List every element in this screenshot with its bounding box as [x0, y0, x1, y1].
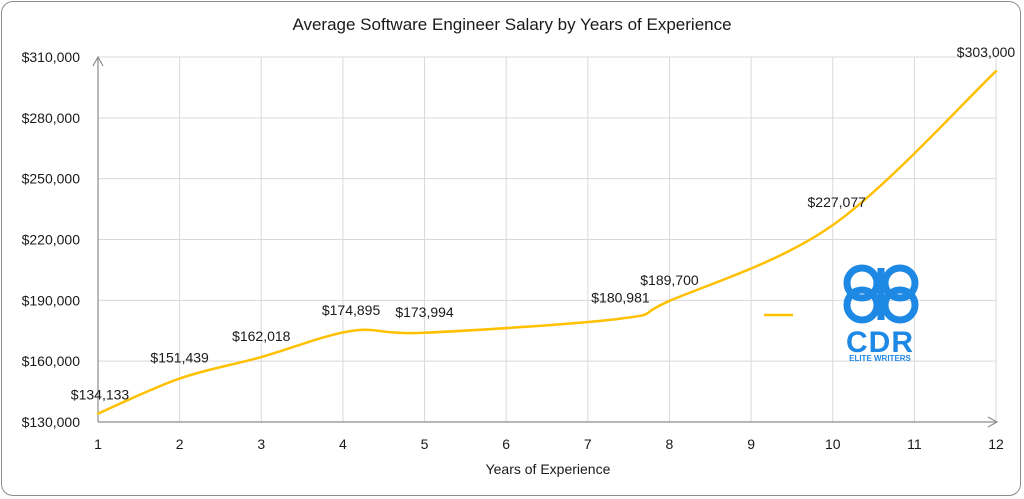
x-tick-label: 11: [907, 436, 922, 452]
x-tick-labels: 1 2 3 4 5 6 7 8 9 10 11 12: [94, 436, 1004, 452]
x-tick-label: 9: [747, 436, 755, 452]
y-tick-label: $310,000: [22, 49, 81, 65]
x-axis-title: Years of Experience: [486, 461, 611, 477]
y-tick-label: $220,000: [22, 232, 81, 248]
cdr-knot-icon: [843, 264, 919, 324]
x-tick-label: 4: [339, 436, 347, 452]
data-label: $174,895: [322, 302, 381, 318]
y-tick-label: $280,000: [22, 110, 81, 126]
x-axis-arrow: [987, 416, 999, 428]
x-tick-label: 5: [421, 436, 429, 452]
data-label: $189,700: [640, 272, 699, 288]
y-tick-label: $160,000: [22, 353, 81, 369]
chart-title: Average Software Engineer Salary by Year…: [292, 15, 731, 34]
y-tick-label: $190,000: [22, 292, 81, 308]
logo-subtext: ELITE WRITERS: [849, 354, 911, 363]
cdr-elite-writers-logo: CDR ELITE WRITERS: [764, 264, 919, 363]
x-tick-label: 2: [176, 436, 184, 452]
grid-lines: [98, 56, 997, 422]
data-label: $227,077: [808, 194, 867, 210]
logo-wordmark: CDR: [846, 326, 914, 359]
x-tick-label: 3: [257, 436, 265, 452]
y-axis-arrow: [92, 55, 104, 67]
x-tick-label: 7: [584, 436, 592, 452]
salary-series-line: [96, 69, 998, 415]
x-tick-label: 8: [666, 436, 674, 452]
data-label: $173,994: [395, 304, 454, 320]
data-label: $162,018: [232, 328, 291, 344]
x-tick-label: 10: [825, 436, 841, 452]
y-tick-label: $250,000: [22, 171, 81, 187]
y-tick-label: $130,000: [22, 414, 81, 430]
axes: [92, 55, 999, 428]
x-tick-label: 6: [502, 436, 510, 452]
y-tick-labels: $130,000 $160,000 $190,000 $220,000 $250,000…: [22, 49, 81, 430]
data-label: $134,133: [71, 387, 130, 403]
data-label: $180,981: [591, 290, 650, 306]
data-label: $151,439: [150, 350, 209, 366]
data-label: $303,000: [957, 44, 1016, 60]
x-tick-label: 12: [988, 436, 1004, 452]
x-tick-label: 1: [94, 436, 102, 452]
data-labels: $134,133 $151,439 $162,018 $174,895 $173,994…: [71, 44, 1016, 402]
